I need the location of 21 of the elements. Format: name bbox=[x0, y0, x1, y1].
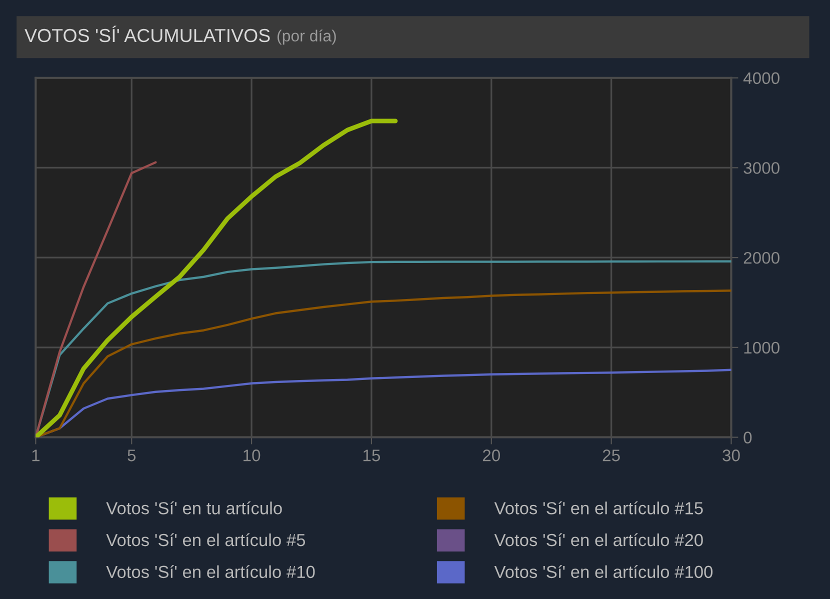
chart-title: VOTOS 'SÍ' ACUMULATIVOS bbox=[24, 26, 270, 42]
legend-label: Votos 'Sí' en el artículo #10 bbox=[106, 565, 315, 578]
y-tick-label: 4000 bbox=[743, 72, 780, 84]
x-tick-label: 30 bbox=[722, 450, 740, 462]
x-tick-label: 5 bbox=[128, 450, 136, 462]
y-tick-label: 2000 bbox=[744, 252, 780, 264]
x-tick-label: 15 bbox=[363, 450, 380, 462]
x-tick-label: 10 bbox=[244, 450, 260, 462]
line-series bbox=[36, 118, 398, 438]
x-tick-label: 20 bbox=[482, 450, 500, 462]
legend-label: Votos 'Sí' en el artículo #15 bbox=[494, 501, 703, 514]
y-tick-label: 3000 bbox=[744, 162, 780, 174]
legend-label: Votos 'Sí' en el artículo #100 bbox=[494, 565, 713, 578]
y-tick-label: 1000 bbox=[744, 342, 780, 354]
legend-label: Votos 'Sí' en el artículo #5 bbox=[106, 533, 306, 546]
x-tick-label: 1 bbox=[32, 450, 40, 462]
x-tick-label: 25 bbox=[602, 450, 620, 462]
legend-label: Votos 'Sí' en tu artículo bbox=[106, 501, 282, 514]
y-tick-label: 0 bbox=[744, 432, 752, 444]
legend-label: Votos 'Sí' en el artículo #20 bbox=[494, 533, 703, 546]
chart-subtitle: (por día) bbox=[278, 30, 336, 45]
